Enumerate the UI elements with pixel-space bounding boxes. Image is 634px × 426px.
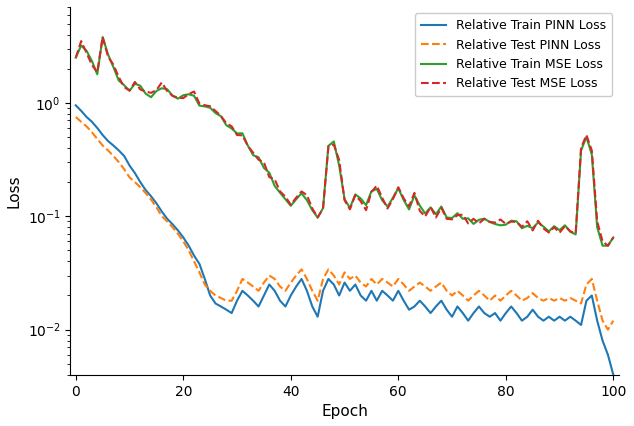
Relative Train MSE Loss — [609, 235, 617, 240]
Relative Test MSE Loss — [453, 213, 461, 218]
Relative Test PINN Loss — [604, 327, 612, 332]
Relative Test PINN Loss — [475, 288, 482, 294]
Relative Train PINN Loss — [320, 288, 327, 294]
Relative Train PINN Loss — [394, 288, 402, 294]
Relative Train PINN Loss — [110, 143, 117, 148]
Relative Test PINN Loss — [206, 288, 214, 294]
Relative Test MSE Loss — [325, 144, 332, 149]
Relative Train PINN Loss — [475, 304, 482, 309]
Relative Test PINN Loss — [110, 153, 117, 158]
Relative Train PINN Loss — [448, 314, 456, 319]
Relative Test PINN Loss — [448, 293, 456, 298]
Relative Train MSE Loss — [99, 35, 107, 40]
Legend: Relative Train PINN Loss, Relative Test PINN Loss, Relative Train MSE Loss, Rela: Relative Train PINN Loss, Relative Test … — [415, 13, 612, 96]
Relative Test PINN Loss — [72, 115, 80, 120]
Line: Relative Test MSE Loss: Relative Test MSE Loss — [76, 37, 613, 246]
Relative Train PINN Loss — [72, 103, 80, 108]
Relative Test PINN Loss — [320, 276, 327, 282]
Relative Train MSE Loss — [400, 198, 408, 203]
Relative Test MSE Loss — [72, 55, 80, 60]
Relative Test MSE Loss — [115, 75, 122, 80]
Relative Test MSE Loss — [609, 235, 617, 240]
Relative Train PINN Loss — [609, 372, 617, 377]
Line: Relative Test PINN Loss: Relative Test PINN Loss — [76, 117, 613, 330]
Relative Test MSE Loss — [604, 243, 612, 248]
Relative Train MSE Loss — [481, 216, 488, 221]
Relative Test MSE Loss — [99, 35, 107, 40]
Relative Train MSE Loss — [453, 210, 461, 216]
Relative Test PINN Loss — [609, 318, 617, 323]
Line: Relative Train PINN Loss: Relative Train PINN Loss — [76, 105, 613, 375]
Relative Test MSE Loss — [481, 216, 488, 222]
Relative Train PINN Loss — [206, 293, 214, 298]
Y-axis label: Loss: Loss — [7, 174, 22, 207]
Relative Train MSE Loss — [212, 110, 219, 115]
X-axis label: Epoch: Epoch — [321, 404, 368, 419]
Relative Train MSE Loss — [325, 143, 332, 148]
Relative Test MSE Loss — [212, 109, 219, 114]
Relative Train MSE Loss — [115, 78, 122, 83]
Relative Train MSE Loss — [598, 243, 606, 248]
Relative Train MSE Loss — [72, 55, 80, 60]
Relative Test MSE Loss — [400, 196, 408, 201]
Relative Test PINN Loss — [394, 276, 402, 282]
Line: Relative Train MSE Loss: Relative Train MSE Loss — [76, 37, 613, 246]
